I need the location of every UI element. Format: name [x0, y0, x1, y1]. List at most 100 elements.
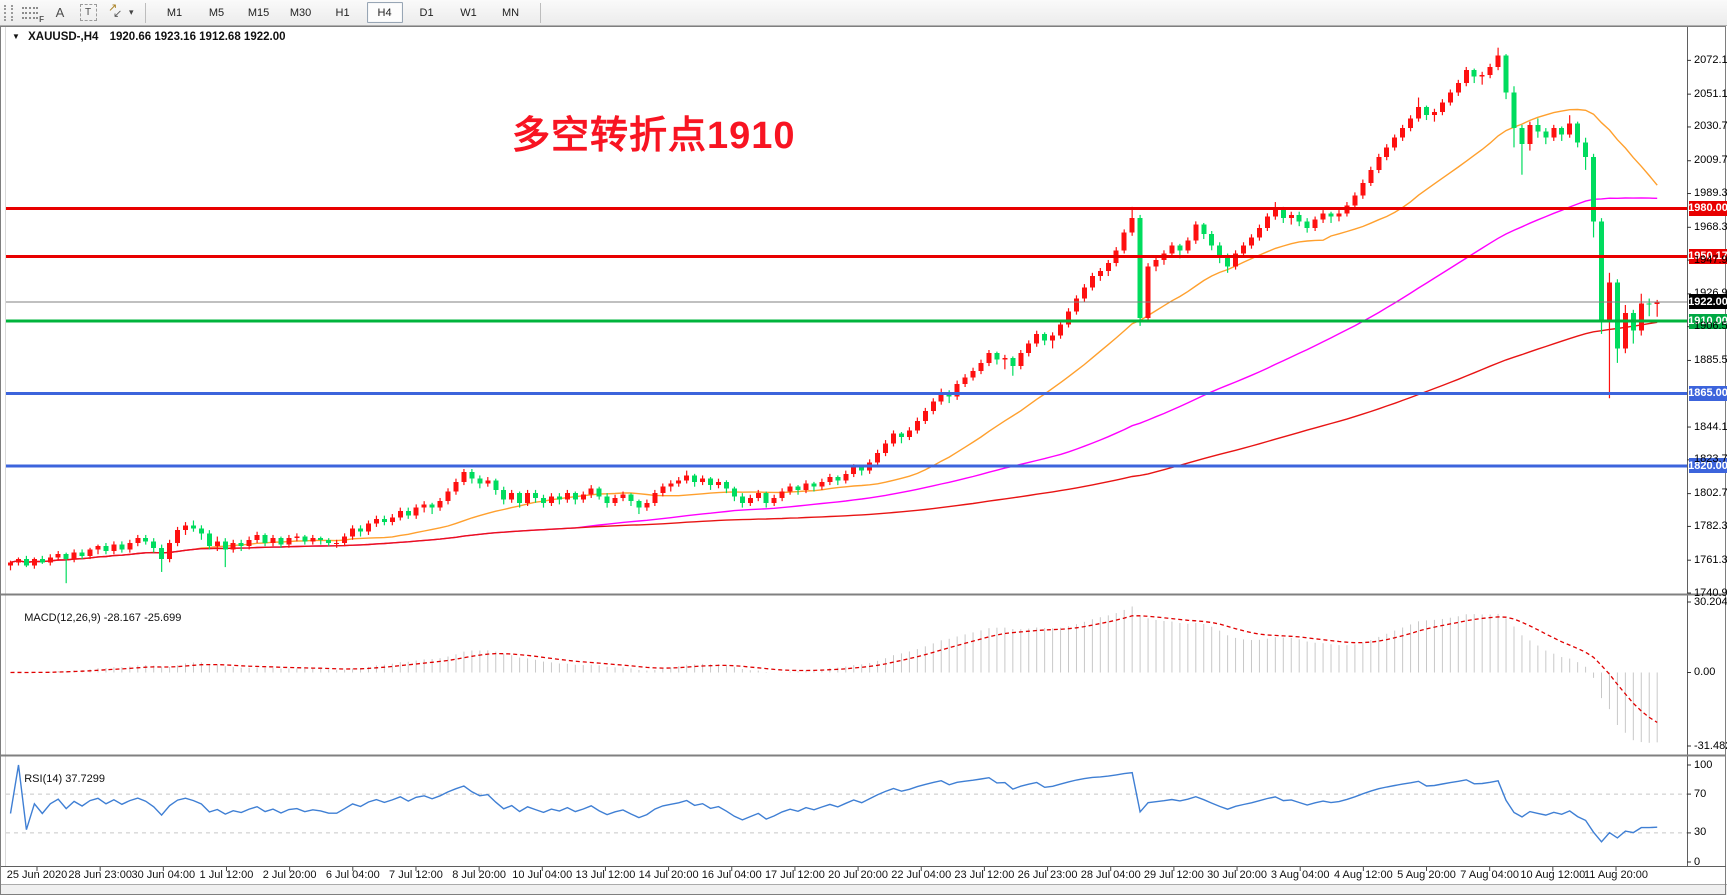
candle [835, 477, 841, 481]
candle [938, 391, 944, 402]
candle [533, 493, 539, 498]
candle [47, 557, 53, 563]
candle [811, 483, 817, 487]
candle [1583, 142, 1589, 158]
timeframe-button-m15[interactable]: M15 [247, 6, 270, 19]
candle [1034, 333, 1040, 344]
chart-annotation-text[interactable]: 多空转折点1910 [512, 115, 796, 157]
candle [1081, 287, 1087, 299]
timeframe-button-mn[interactable]: MN [501, 6, 520, 19]
candle [135, 538, 141, 543]
candle [755, 493, 761, 498]
toolbar-separator [144, 2, 146, 23]
candle [1638, 303, 1644, 331]
candle [175, 530, 181, 543]
candle [167, 542, 173, 560]
candle [8, 562, 13, 566]
candle [1400, 128, 1406, 138]
candle [1463, 70, 1469, 84]
candle [1177, 245, 1183, 251]
candle [819, 481, 825, 487]
candle [477, 478, 483, 484]
candle [350, 528, 356, 537]
macd-signal-line [10, 615, 1658, 723]
candle [1058, 324, 1064, 336]
timeframe-button-h1[interactable]: H1 [335, 6, 350, 19]
candle [397, 510, 403, 518]
symbol-title: ▼ XAUUSD-,H4 1920.66 1923.16 1912.68 192… [12, 31, 286, 43]
candle [437, 501, 443, 508]
candle [708, 478, 714, 486]
candle [827, 477, 833, 482]
candle [1042, 333, 1048, 341]
text-box-glyph: T [79, 4, 97, 21]
candle [1272, 208, 1278, 217]
timeframe-button-d1[interactable]: D1 [419, 6, 434, 19]
candle [238, 542, 244, 547]
text-box-tool-icon[interactable]: T [77, 3, 99, 23]
candle [715, 481, 721, 486]
candle [1392, 137, 1398, 148]
symbol-ohlc: 1920.66 1923.16 1912.68 1922.00 [109, 31, 286, 43]
toolbar: F A T ↗ ↙ ▾ M1 M5 M15 M30 H1 H4 D1 W1 MN [0, 0, 1727, 26]
candle [334, 542, 340, 545]
candle [222, 541, 228, 550]
candle [373, 518, 379, 524]
timeframe-button-m30[interactable]: M30 [289, 6, 312, 19]
candle [779, 491, 785, 498]
candle [644, 502, 650, 508]
timeframe-button-m5[interactable]: M5 [208, 6, 225, 19]
timeframe-button-w1[interactable]: W1 [460, 6, 477, 19]
candle [898, 433, 904, 437]
candle [692, 475, 698, 482]
candle [254, 534, 260, 540]
symbol-dropdown-icon[interactable]: ▼ [12, 32, 20, 41]
candle [1352, 195, 1358, 206]
candle [119, 544, 125, 550]
candle [493, 480, 499, 490]
candle [556, 496, 562, 500]
candle [365, 523, 371, 532]
toolbar-drag-handle[interactable] [4, 4, 13, 21]
candle [127, 542, 133, 550]
candle [95, 546, 101, 550]
candle [540, 497, 546, 503]
candle [87, 549, 93, 556]
candle [1193, 224, 1199, 241]
timeframe-button-m1[interactable]: M1 [166, 6, 183, 19]
candle [1225, 256, 1231, 267]
candle [1233, 253, 1239, 267]
candle [859, 467, 865, 471]
candle [1121, 232, 1127, 251]
candle [358, 528, 364, 532]
ma-line-72 [10, 197, 1658, 564]
candle [405, 510, 411, 516]
timeframe-button-h4[interactable]: H4 [366, 2, 403, 23]
text-label-tool-icon[interactable]: A [55, 5, 65, 20]
candle [986, 353, 992, 363]
candle [1264, 216, 1270, 228]
candle [55, 554, 61, 558]
fibonacci-tool-icon[interactable]: F [21, 3, 44, 24]
candle [111, 544, 117, 552]
candle [1535, 124, 1541, 132]
candle [342, 536, 348, 543]
candle [1209, 234, 1215, 246]
candle [636, 501, 642, 508]
candle [731, 488, 737, 497]
candle [1614, 282, 1620, 349]
arrows-dropdown-caret[interactable]: ▾ [129, 7, 134, 17]
candle [1591, 157, 1597, 222]
candle [771, 497, 777, 503]
candle [572, 493, 578, 500]
arrows-tool-icon[interactable]: ↗ ↙ [108, 1, 123, 20]
candle [1336, 213, 1342, 217]
candle [1471, 70, 1477, 77]
candle [875, 452, 881, 463]
candle [548, 496, 554, 503]
candle [994, 353, 1000, 360]
candle [326, 539, 332, 543]
candle [620, 494, 626, 498]
